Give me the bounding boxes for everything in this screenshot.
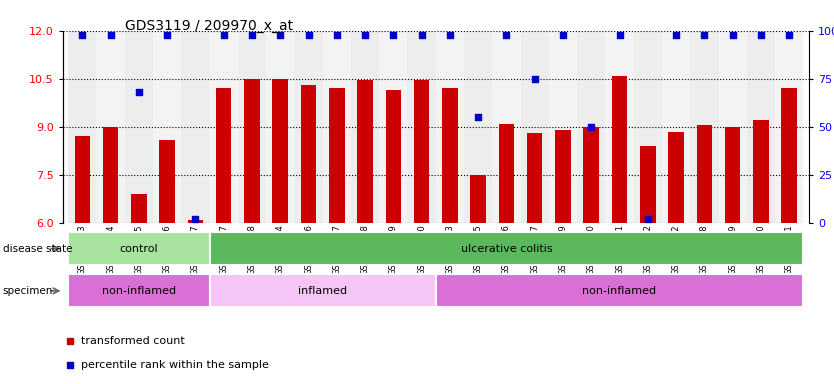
Bar [238, 31, 266, 223]
Bar [470, 175, 486, 223]
Text: inflamed: inflamed [298, 286, 347, 296]
Bar [216, 88, 232, 223]
Point [726, 31, 739, 38]
Text: non-inflamed: non-inflamed [582, 286, 656, 296]
Bar [97, 31, 125, 223]
Bar [329, 88, 344, 223]
Point [217, 31, 230, 38]
Point [245, 31, 259, 38]
Point [104, 31, 118, 38]
Text: non-inflamed: non-inflamed [102, 286, 176, 296]
Bar [209, 31, 238, 223]
Bar [781, 88, 797, 223]
Bar [696, 125, 712, 223]
Bar [125, 31, 153, 223]
Point [782, 31, 796, 38]
Bar [408, 31, 435, 223]
Point [160, 31, 173, 38]
Bar [68, 275, 209, 307]
Bar [294, 31, 323, 223]
Bar [103, 127, 118, 223]
Bar [668, 132, 684, 223]
Point [359, 31, 372, 38]
Point [500, 31, 513, 38]
Bar [549, 31, 577, 223]
Point [528, 76, 541, 82]
Bar [181, 31, 209, 223]
Bar [719, 31, 746, 223]
Bar [209, 275, 435, 307]
Text: percentile rank within the sample: percentile rank within the sample [81, 360, 269, 370]
Bar [577, 31, 605, 223]
Bar [725, 127, 741, 223]
Point [585, 124, 598, 130]
Text: control: control [119, 243, 158, 254]
Point [471, 114, 485, 120]
Bar [385, 90, 401, 223]
Text: specimen: specimen [3, 286, 53, 296]
Bar [520, 31, 549, 223]
Point [302, 31, 315, 38]
Text: disease state: disease state [3, 244, 72, 254]
Bar [640, 146, 656, 223]
Bar [753, 120, 769, 223]
Bar [634, 31, 662, 223]
Bar [435, 275, 803, 307]
Point [274, 31, 287, 38]
Bar [527, 133, 542, 223]
Bar [68, 232, 209, 265]
Bar [266, 31, 294, 223]
Point [133, 89, 146, 95]
Bar [499, 124, 515, 223]
Bar [612, 76, 627, 223]
Point [330, 31, 344, 38]
Text: ulcerative colitis: ulcerative colitis [460, 243, 552, 254]
Point [415, 31, 429, 38]
Bar [435, 31, 464, 223]
Point [188, 216, 202, 222]
Bar [153, 31, 181, 223]
Bar [301, 85, 316, 223]
Point [754, 31, 767, 38]
Point [76, 31, 89, 38]
Bar [188, 220, 203, 223]
Point [641, 216, 655, 222]
Bar [323, 31, 351, 223]
Point [387, 31, 400, 38]
Bar [357, 80, 373, 223]
Bar [555, 130, 570, 223]
Point [613, 31, 626, 38]
Bar [662, 31, 691, 223]
Bar [414, 80, 430, 223]
Point [670, 31, 683, 38]
Text: GDS3119 / 209970_x_at: GDS3119 / 209970_x_at [125, 19, 294, 33]
Text: transformed count: transformed count [81, 336, 185, 346]
Bar [605, 31, 634, 223]
Bar [691, 31, 719, 223]
Bar [442, 88, 458, 223]
Bar [68, 31, 97, 223]
Point [556, 31, 570, 38]
Point [698, 31, 711, 38]
Bar [584, 127, 599, 223]
Bar [492, 31, 520, 223]
Bar [159, 139, 175, 223]
Bar [209, 232, 803, 265]
Bar [464, 31, 492, 223]
Bar [746, 31, 775, 223]
Bar [244, 79, 259, 223]
Point [443, 31, 456, 38]
Bar [775, 31, 803, 223]
Bar [351, 31, 379, 223]
Bar [273, 79, 288, 223]
Bar [74, 136, 90, 223]
Bar [379, 31, 408, 223]
Bar [131, 194, 147, 223]
